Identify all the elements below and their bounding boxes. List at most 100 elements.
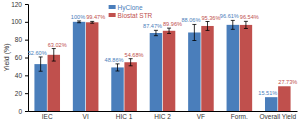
bar — [188, 32, 200, 111]
x-tick: Form. — [231, 111, 248, 120]
error-cap — [116, 70, 120, 71]
x-tick: VI — [83, 111, 89, 120]
error-cap — [129, 58, 133, 59]
error-bar — [90, 21, 94, 23]
y-tick-label: 40 — [15, 72, 23, 79]
y-axis-title: Yield (%) — [3, 43, 11, 71]
y-tick-label: 80 — [15, 36, 23, 43]
error-cap — [77, 22, 81, 23]
y-tick-mark — [25, 22, 28, 23]
y-axis-line — [25, 5, 29, 112]
y-tick-mark — [25, 40, 28, 41]
error-cap — [192, 40, 196, 41]
y-tick-mark — [25, 58, 28, 59]
data-label: 100% — [71, 14, 85, 20]
legend-item: Biostat STR — [109, 12, 153, 19]
bar — [150, 33, 162, 111]
error-bar — [205, 22, 209, 31]
x-tick: Overall Yield — [260, 111, 297, 120]
data-label: 54.68% — [125, 52, 144, 58]
y-tick: 60 — [15, 54, 28, 61]
y-tick: 20 — [15, 90, 28, 97]
x-tick-label: HIC 2 — [154, 113, 171, 120]
bar — [201, 26, 213, 111]
y-tick: 100 — [11, 18, 28, 25]
bar — [265, 97, 277, 111]
x-tick-label: VF — [197, 113, 205, 120]
error-stem — [130, 59, 131, 66]
legend: HyCloneBiostat STR — [109, 4, 153, 19]
error-cap — [244, 28, 248, 29]
error-cap — [154, 35, 158, 36]
error-bar — [116, 64, 120, 71]
bar — [111, 67, 123, 111]
chart: 020406080100120IECVIHIC 1HIC 2VFForm.Ove… — [0, 0, 300, 124]
bar — [48, 55, 60, 111]
error-cap — [205, 21, 209, 22]
y-tick-mark — [25, 4, 28, 5]
bar — [278, 86, 290, 111]
error-cap — [77, 20, 81, 21]
error-stem — [40, 57, 41, 71]
error-stem — [232, 20, 233, 29]
y-tick: 80 — [15, 36, 28, 43]
error-bar — [129, 59, 133, 66]
legend-label: HyClone — [118, 4, 143, 12]
bar — [163, 31, 175, 111]
x-tick-label: IEC — [42, 113, 53, 120]
error-cap — [231, 20, 235, 21]
error-cap — [52, 48, 56, 49]
plot-area: 020406080100120IECVIHIC 1HIC 2VFForm.Ove… — [11, 1, 297, 120]
x-tick: HIC 1 — [116, 111, 133, 120]
y-tick-mark — [25, 93, 28, 94]
data-label: 87.47% — [143, 23, 162, 29]
error-bar — [77, 21, 81, 23]
y-tick-label: 60 — [15, 54, 23, 61]
data-label: 96.54% — [240, 14, 259, 20]
error-cap — [244, 21, 248, 22]
legend-swatch — [109, 5, 116, 9]
error-stem — [117, 64, 118, 71]
y-tick-label: 120 — [11, 1, 22, 8]
error-cap — [52, 61, 56, 62]
data-label: 48.86% — [105, 57, 124, 63]
x-tick: IEC — [42, 111, 53, 120]
error-cap — [116, 63, 120, 64]
error-bar — [167, 28, 171, 33]
data-label: 52.60% — [28, 50, 47, 56]
data-label: 96.61% — [220, 13, 239, 19]
data-label: 15.51% — [258, 90, 277, 96]
data-label: 89.96% — [163, 21, 182, 27]
x-tick-label: VI — [83, 113, 89, 120]
x-tick-label: Overall Yield — [260, 113, 297, 120]
error-cap — [231, 29, 235, 30]
series — [48, 21, 291, 111]
error-cap — [192, 24, 196, 25]
error-stem — [53, 49, 54, 61]
error-cap — [129, 65, 133, 66]
data-label: 27.73% — [278, 79, 297, 85]
bar — [86, 22, 98, 111]
legend-label: Biostat STR — [118, 12, 153, 19]
error-cap — [167, 33, 171, 34]
data-label: 95.36% — [201, 15, 220, 21]
legend-item: HyClone — [109, 4, 143, 12]
data-label: 63.02% — [48, 42, 67, 48]
error-cap — [205, 30, 209, 31]
y-tick-mark — [25, 111, 28, 112]
error-bar — [52, 49, 56, 61]
y-tick: 40 — [15, 72, 28, 79]
error-cap — [90, 21, 94, 22]
data-label: 99.47% — [86, 14, 105, 20]
data-labels: 52.60%100%48.86%87.47%88.06%96.61%15.51%… — [28, 13, 298, 96]
y-tick: 120 — [11, 1, 28, 8]
error-cap — [39, 56, 43, 57]
bar — [34, 64, 46, 111]
bar — [124, 62, 136, 111]
error-bar — [231, 20, 235, 29]
error-stem — [155, 30, 156, 35]
error-cap — [154, 30, 158, 31]
y-tick-label: 100 — [11, 18, 22, 25]
y-tick-mark — [25, 75, 28, 76]
bar — [227, 25, 239, 111]
